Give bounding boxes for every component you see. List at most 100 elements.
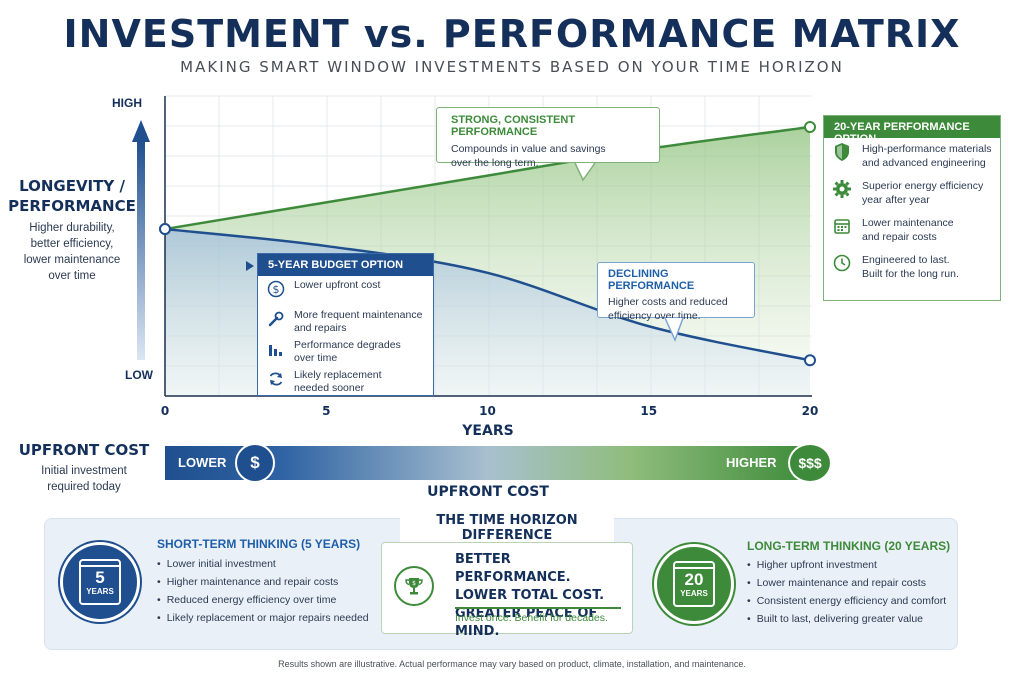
footnote: Results shown are illustrative. Actual p…	[278, 659, 746, 669]
budget-option-title: 5-YEAR BUDGET OPTION	[258, 254, 433, 276]
center-headline-line: LOWER TOTAL COST.	[455, 588, 605, 603]
budget-item-text: Lower upfront cost	[294, 279, 380, 292]
twenty-year-calendar-badge: 20 YEARS	[654, 544, 734, 624]
callout-title: STRONG, CONSISTENT PERFORMANCE	[451, 114, 576, 138]
y-axis-high-label: HIGH	[112, 96, 142, 110]
calendar-icon: 20 YEARS	[673, 561, 715, 607]
y-axis-low-label: LOW	[125, 368, 153, 382]
center-divider	[455, 607, 621, 609]
performance-item-line: Lower maintenance	[862, 217, 954, 229]
triple-dollar-coin-icon: $$$	[788, 443, 832, 483]
calendar-icon: 5 YEARS	[79, 559, 121, 605]
performance-item-line: Built for the long run.	[862, 268, 959, 280]
upfront-cost-axis-label: UPFRONT COST	[427, 484, 549, 500]
performance-item-text: High-performance materials and advanced …	[862, 142, 992, 170]
y-axis-label: LONGEVITY / PERFORMANCE Higher durabilit…	[8, 176, 136, 284]
performance-item-line: Engineered to last.	[862, 254, 950, 266]
center-headline-line: BETTER PERFORMANCE.	[455, 552, 571, 585]
center-headline: BETTER PERFORMANCE. LOWER TOTAL COST. GR…	[455, 551, 625, 641]
budget-item-text: Performance degrades over time	[294, 339, 401, 365]
dollar-coin-icon: $	[235, 443, 275, 483]
x-tick-label: 15	[640, 404, 657, 418]
upfront-cost-desc-line: required today	[47, 481, 121, 493]
dollar-icon: $	[266, 279, 286, 299]
callout-text: Compounds in value and savings over the …	[451, 142, 645, 170]
y-axis-arrow	[137, 140, 145, 360]
time-horizon-title: THE TIME HORIZON DIFFERENCE	[400, 513, 614, 543]
list-item: Reduced energy efficiency over time	[157, 591, 369, 609]
budget-item: Performance degrades over time	[258, 336, 433, 366]
upfront-cost-title: UPFRONT COST	[18, 441, 150, 459]
list-item: Higher upfront investment	[747, 556, 946, 574]
upfront-cost-desc-line: Initial investment	[41, 465, 127, 477]
budget-item: Likely replacement needed sooner	[258, 366, 433, 396]
shield-icon	[832, 142, 852, 162]
center-headline-line: GREATER PEACE OF MIND.	[455, 606, 598, 639]
svg-text:$: $	[273, 283, 280, 296]
performance-item: High-performance materials and advanced …	[824, 138, 1000, 175]
budget-option-card: 5-YEAR BUDGET OPTION $ Lower upfront cos…	[257, 253, 434, 396]
performance-item: Lower maintenance and repair costs	[824, 212, 1000, 249]
callout-text-line: Higher costs and reduced	[608, 296, 728, 308]
y-axis-title-line: PERFORMANCE	[8, 197, 136, 215]
callout-title: DECLINING PERFORMANCE	[608, 268, 695, 292]
list-item: Likely replacement or major repairs need…	[157, 609, 369, 627]
long-term-title: LONG-TERM THINKING (20 YEARS)	[747, 539, 951, 553]
performance-item-line: and advanced engineering	[862, 157, 986, 169]
y-axis-desc-line: better efficiency,	[30, 238, 114, 250]
calendar-top-bar	[79, 565, 121, 567]
performance-option-title: 20-YEAR PERFORMANCE OPTION	[824, 116, 1000, 145]
badge-number: 20	[684, 570, 704, 589]
refresh-icon	[266, 369, 286, 389]
budget-item-text: Likely replacement needed sooner	[294, 369, 382, 395]
list-item: Lower maintenance and repair costs	[747, 574, 946, 592]
performance-item-line: and repair costs	[862, 231, 937, 243]
performance-item: Engineered to last. Built for the long r…	[824, 249, 1000, 286]
x-tick-label: 0	[161, 404, 169, 418]
y-axis-description: Higher durability, better efficiency, lo…	[8, 220, 136, 284]
declining-bars-icon	[266, 339, 286, 359]
badge-number: 5	[95, 568, 105, 587]
callout-text-line: Compounds in value and savings	[451, 143, 606, 155]
series-point	[804, 354, 816, 367]
series-point	[804, 121, 816, 133]
svg-text:$: $	[412, 580, 416, 587]
list-item: Higher maintenance and repair costs	[157, 573, 369, 591]
badge-unit: YEARS	[680, 589, 708, 598]
list-item: Built to last, delivering greater value	[747, 610, 946, 628]
y-axis-desc-line: lower maintenance	[23, 254, 121, 266]
page-subtitle: MAKING SMART WINDOW INVESTMENTS BASED ON…	[180, 58, 844, 76]
y-axis-desc-line: over time	[48, 270, 96, 282]
y-axis-title-line: LONGEVITY /	[19, 177, 125, 195]
five-year-calendar-badge: 5 YEARS	[60, 542, 140, 622]
budget-item: $ Lower upfront cost	[258, 276, 433, 306]
long-term-list: Higher upfront investment Lower maintena…	[747, 556, 947, 628]
x-tick-label: 10	[479, 404, 496, 418]
budget-item-line: Performance degrades	[294, 339, 401, 351]
gear-icon	[832, 179, 852, 199]
x-tick-label: 5	[322, 404, 330, 418]
upfront-cost-label: UPFRONT COST Initial investment required…	[14, 441, 154, 495]
budget-item-line: Likely replacement	[294, 369, 382, 381]
budget-item-line: Lower upfront cost	[294, 279, 381, 291]
budget-item-line: needed sooner	[294, 382, 365, 394]
declining-performance-callout: DECLINING PERFORMANCE Higher costs and r…	[597, 262, 755, 322]
y-axis-title: LONGEVITY / PERFORMANCE	[8, 176, 136, 216]
upfront-cost-description: Initial investment required today	[14, 463, 154, 495]
budget-item: More frequent maintenance and repairs	[258, 306, 433, 336]
performance-item-text: Lower maintenance and repair costs	[862, 216, 954, 244]
list-item: Lower initial investment	[157, 555, 369, 573]
page-title: INVESTMENT vs. PERFORMANCE MATRIX	[63, 12, 961, 56]
performance-item-line: Superior energy efficiency	[862, 180, 984, 192]
performance-item-line: High-performance materials	[862, 143, 992, 155]
performance-option-card: 20-YEAR PERFORMANCE OPTION High-performa…	[823, 115, 1001, 301]
performance-item-text: Engineered to last. Built for the long r…	[862, 253, 959, 281]
budget-series-line	[164, 227, 811, 362]
cost-lower-label: LOWER	[178, 455, 227, 470]
performance-item: Superior energy efficiency year after ye…	[824, 175, 1000, 212]
budget-item-line: over time	[294, 352, 338, 364]
series-point	[159, 223, 171, 236]
budget-item-text: More frequent maintenance and repairs	[294, 309, 422, 335]
y-axis-arrow-head	[132, 120, 150, 142]
